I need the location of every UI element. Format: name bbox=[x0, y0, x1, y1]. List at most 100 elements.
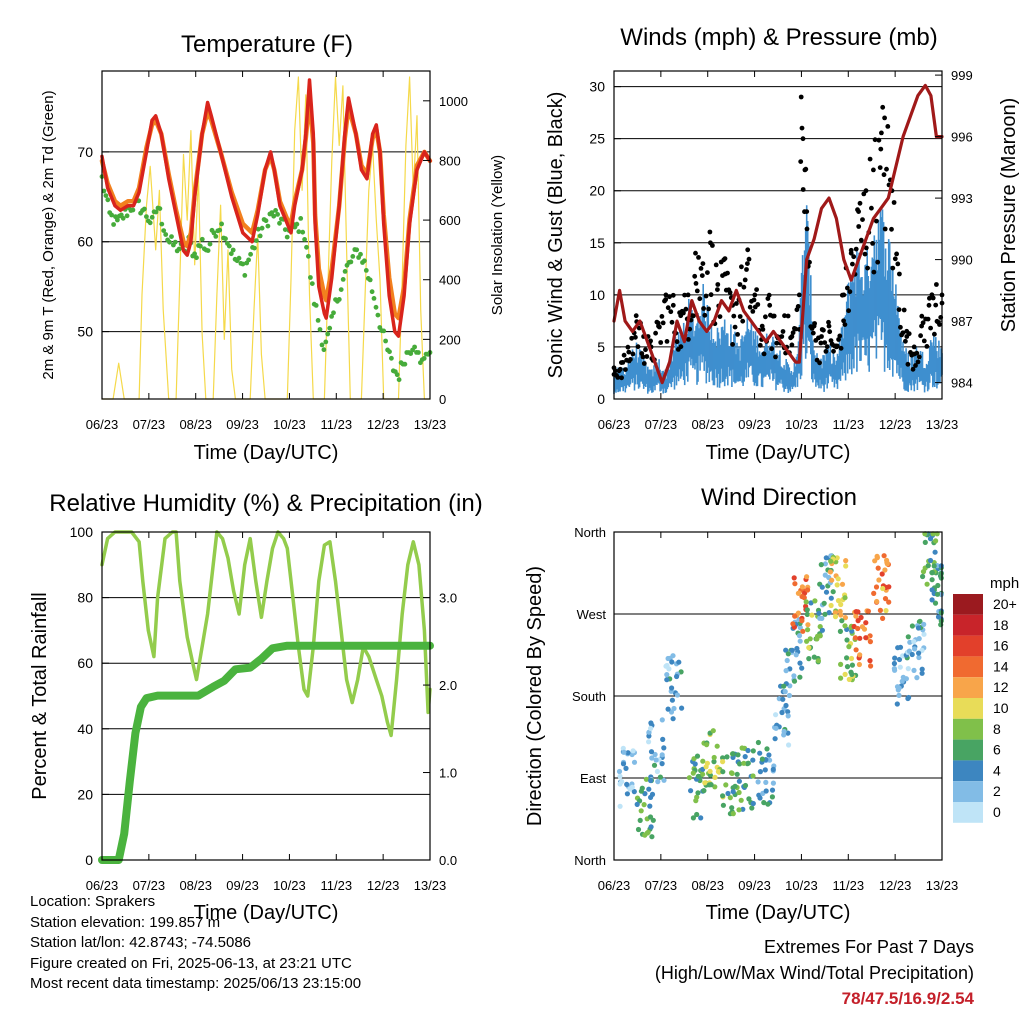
y-tick-label-1-4: 20 bbox=[589, 183, 605, 199]
direction-point bbox=[886, 599, 892, 605]
direction-point bbox=[835, 576, 841, 582]
y2-tick-label-2-2: 2.0 bbox=[439, 678, 457, 693]
direction-point bbox=[882, 596, 889, 602]
direction-point bbox=[737, 761, 743, 767]
dewpoint-point bbox=[294, 221, 300, 227]
dewpoint-point bbox=[163, 232, 169, 237]
y-tick-label-1-5: 25 bbox=[589, 131, 605, 147]
dewpoint-point bbox=[367, 277, 373, 283]
direction-point bbox=[783, 647, 789, 653]
gust-point bbox=[643, 347, 648, 353]
extremes-box: Extremes For Past 7 Days (High/Low/Max W… bbox=[655, 934, 974, 1012]
relative-humidity-line bbox=[100, 530, 432, 738]
direction-point bbox=[665, 655, 671, 662]
gust-point bbox=[865, 265, 870, 271]
dewpoint-point bbox=[242, 273, 248, 278]
direction-point bbox=[660, 736, 666, 743]
gust-point bbox=[863, 245, 869, 251]
y-tick-label-0-2: 70 bbox=[77, 144, 93, 160]
direction-point bbox=[650, 817, 656, 823]
gust-point bbox=[708, 292, 714, 298]
gust-peak-point bbox=[626, 349, 632, 355]
gust-point bbox=[790, 330, 796, 336]
winds-frame bbox=[613, 70, 943, 400]
direction-point bbox=[927, 557, 934, 564]
direction-point bbox=[686, 775, 693, 781]
direction-point bbox=[646, 786, 652, 792]
gust-point bbox=[628, 357, 633, 362]
x-tick-label-1-7: 13/23 bbox=[926, 417, 959, 432]
direction-point bbox=[799, 593, 805, 600]
gust-point bbox=[851, 254, 857, 260]
direction-point bbox=[715, 769, 722, 775]
direction-point bbox=[621, 749, 627, 755]
dewpoint-point bbox=[277, 220, 282, 226]
direction-point bbox=[808, 600, 814, 606]
x-tick-label-3-4: 10/23 bbox=[785, 878, 818, 893]
humidity-xlabel: Time (Day/UTC) bbox=[194, 902, 339, 924]
direction-point bbox=[842, 595, 848, 601]
gust-point bbox=[713, 262, 719, 268]
dewpoint-point bbox=[147, 220, 153, 226]
x-tick-label-3-5: 11/23 bbox=[832, 878, 864, 893]
colorbar-swatch-0 bbox=[953, 594, 983, 615]
direction-point bbox=[867, 658, 873, 664]
dewpoint-point bbox=[230, 247, 236, 253]
direction-point bbox=[842, 671, 848, 678]
data-timestamp: Most recent data timestamp: 2025/06/13 2… bbox=[30, 975, 362, 992]
direction-point bbox=[922, 539, 928, 546]
temperature-panel: Temperature (F) 50 60 70 06/23 07/23 08/23 09… bbox=[40, 31, 506, 464]
direction-point bbox=[880, 585, 886, 592]
direction-point bbox=[838, 661, 844, 668]
direction-point bbox=[666, 666, 672, 672]
x-tick-label-1-4: 10/23 bbox=[785, 417, 818, 432]
direction-point bbox=[654, 768, 661, 775]
y2-tick-label-0-5: 1000 bbox=[439, 94, 468, 109]
gust-point bbox=[862, 251, 868, 257]
gust-peak-point bbox=[722, 271, 728, 277]
colorbar-swatch-8 bbox=[953, 760, 983, 782]
temperature-y2label: Solar Insolation (Yellow) bbox=[489, 155, 506, 315]
dewpoint-point bbox=[381, 328, 387, 334]
direction-point bbox=[876, 577, 882, 583]
x-tick-label-2-5: 11/23 bbox=[320, 878, 352, 893]
direction-point bbox=[616, 768, 623, 775]
direction-point bbox=[791, 673, 797, 679]
direction-point bbox=[874, 598, 880, 605]
direction-point bbox=[669, 697, 676, 703]
gust-point bbox=[703, 293, 709, 299]
gust-point bbox=[890, 265, 896, 271]
gust-point bbox=[901, 307, 907, 313]
direction-point bbox=[624, 781, 630, 788]
direction-point bbox=[724, 754, 730, 760]
direction-point bbox=[756, 792, 762, 798]
x-tick-label-0-7: 13/23 bbox=[414, 417, 447, 432]
direction-point bbox=[800, 628, 806, 634]
gust-peak-point bbox=[904, 334, 910, 339]
gust-peak-point bbox=[708, 240, 713, 246]
direction-point bbox=[899, 678, 905, 684]
direction-point bbox=[781, 683, 787, 689]
gust-point bbox=[702, 312, 708, 318]
gust-point bbox=[697, 296, 703, 302]
direction-point bbox=[763, 788, 769, 794]
direction-point bbox=[799, 665, 805, 671]
direction-point bbox=[805, 627, 811, 633]
direction-point bbox=[838, 612, 844, 618]
gust-point bbox=[669, 319, 675, 325]
direction-point bbox=[892, 667, 898, 673]
direction-point bbox=[637, 817, 643, 824]
colorbar-label-4: 12 bbox=[993, 679, 1009, 695]
gust-point bbox=[785, 313, 791, 319]
direction-point bbox=[834, 582, 840, 588]
gust-point bbox=[717, 314, 723, 319]
direction-point bbox=[785, 651, 791, 657]
gust-point bbox=[860, 217, 865, 223]
direction-point bbox=[846, 644, 852, 650]
dewpoint-point bbox=[199, 236, 205, 242]
direction-point bbox=[738, 797, 744, 803]
direction-point bbox=[695, 790, 701, 796]
gust-point bbox=[798, 159, 804, 165]
gust-peak-point bbox=[871, 167, 876, 173]
colorbar-swatch-10 bbox=[953, 802, 983, 823]
